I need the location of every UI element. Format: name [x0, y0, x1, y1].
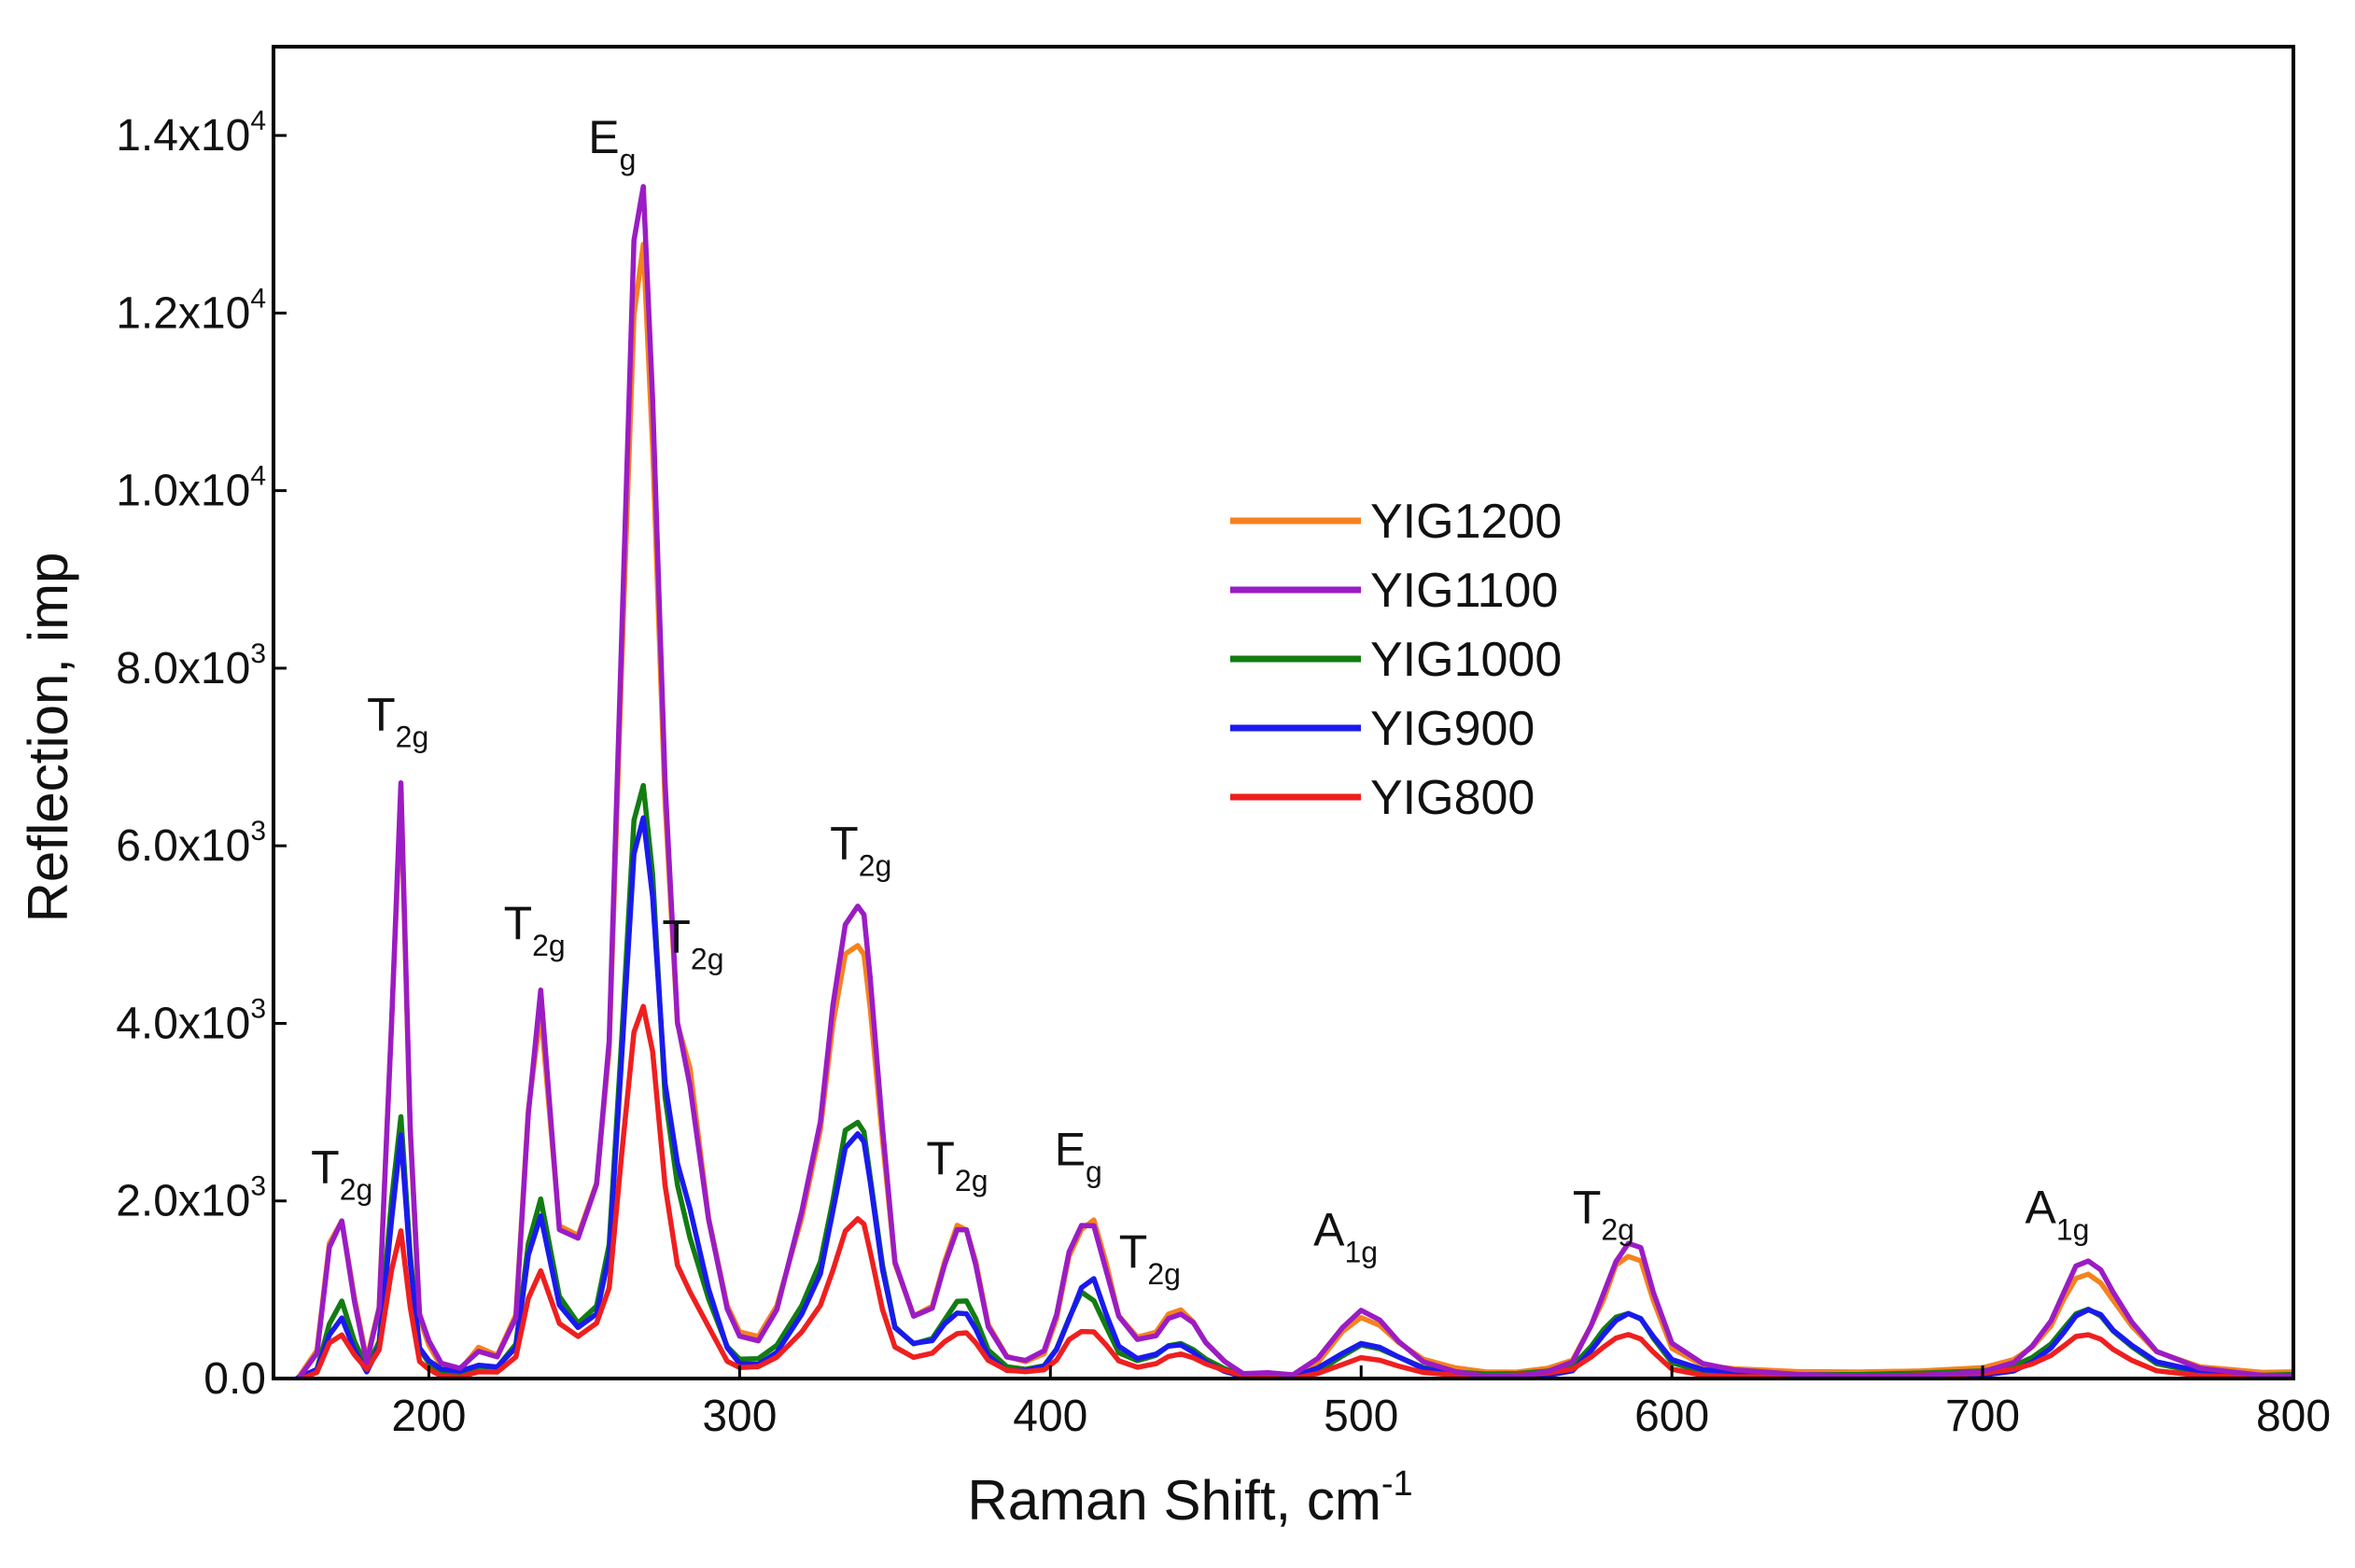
- peak-label: Eg: [1055, 1124, 1102, 1189]
- y-tick-label: 1.0x104: [116, 461, 266, 516]
- peak-label: T2g: [830, 817, 891, 882]
- peak-label: T2g: [662, 910, 723, 975]
- y-tick-label: 6.0x103: [116, 816, 266, 871]
- plot-frame: [272, 45, 2295, 1380]
- legend-label: YIG1100: [1370, 564, 1558, 618]
- series-line-yig1100: [295, 184, 2293, 1379]
- y-axis-title: Reflection, imp: [17, 553, 79, 923]
- legend-label: YIG900: [1370, 702, 1535, 756]
- plot-lines: [292, 184, 2293, 1379]
- x-tick-label: 400: [1013, 1392, 1087, 1441]
- x-axis: 200 300 400 500 600 700 800: [391, 1365, 2331, 1441]
- legend: YIG1200 YIG1100 YIG1000 YIG900 YIG800: [1230, 495, 1562, 825]
- y-tick-label: 2.0x103: [116, 1171, 266, 1226]
- y-tick-label: 0.0: [203, 1354, 266, 1404]
- y-tick-label: 1.4x104: [116, 105, 266, 161]
- series-line-yig1000: [294, 782, 2293, 1379]
- peak-label: T2g: [367, 689, 428, 754]
- series-line-yig800: [295, 1003, 2293, 1379]
- legend-label: YIG1200: [1370, 495, 1562, 549]
- peak-label: Eg: [588, 111, 636, 176]
- x-tick-label: 700: [1945, 1392, 2020, 1441]
- y-axis: 0.0 2.0x103 4.0x103 6.0x103 8.0x103 1.0x104 1.…: [116, 105, 287, 1404]
- x-tick-label: 800: [2256, 1392, 2331, 1441]
- peak-annotations: T2g T2g T2g Eg T2g T2g T2g Eg T2g A1g T2g A1g: [311, 111, 2089, 1291]
- peak-label: A1g: [1313, 1203, 1378, 1268]
- peak-label: T2g: [1573, 1182, 1634, 1247]
- x-tick-label: 200: [391, 1392, 466, 1441]
- x-tick-label: 600: [1634, 1392, 1709, 1441]
- legend-label: YIG800: [1370, 771, 1535, 825]
- y-tick-label: 4.0x103: [116, 993, 266, 1048]
- x-axis-title: Raman Shift, cm-1: [967, 1464, 1412, 1532]
- y-tick-label: 8.0x103: [116, 638, 266, 693]
- x-tick-label: 500: [1324, 1392, 1398, 1441]
- peak-label: A1g: [2026, 1182, 2090, 1247]
- peak-label: T2g: [926, 1132, 988, 1197]
- series-line-yig900: [292, 815, 2293, 1379]
- peak-label: T2g: [1119, 1225, 1181, 1291]
- peak-label: T2g: [504, 897, 566, 962]
- legend-label: YIG1000: [1370, 633, 1562, 687]
- peak-label: T2g: [311, 1141, 372, 1207]
- x-tick-label: 300: [702, 1392, 777, 1441]
- y-tick-label: 1.2x104: [116, 283, 266, 338]
